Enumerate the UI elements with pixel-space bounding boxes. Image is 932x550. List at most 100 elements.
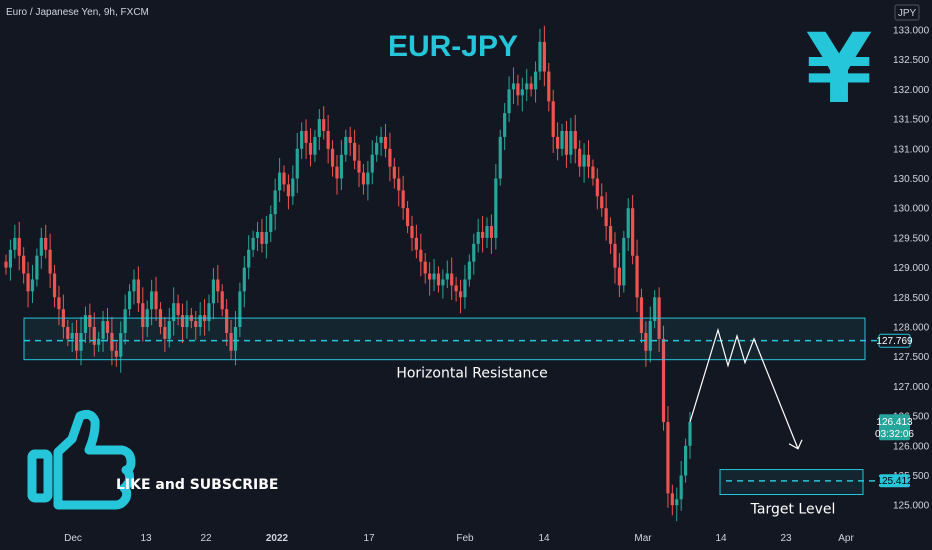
last-price: 126.413	[876, 417, 913, 428]
candle-body	[401, 190, 405, 209]
candle-body	[141, 303, 145, 327]
y-tick-label: 126.500	[893, 412, 930, 423]
candle	[35, 248, 39, 287]
candle-body	[635, 255, 639, 298]
candle	[52, 264, 57, 308]
candle	[326, 114, 330, 164]
candle-body	[220, 291, 224, 310]
x-tick-label: 14	[538, 533, 550, 544]
candle-body	[631, 208, 635, 256]
candle-body	[503, 113, 507, 137]
candle	[489, 214, 494, 254]
candle	[525, 68, 529, 101]
candle-body	[198, 315, 202, 327]
candle	[172, 287, 176, 336]
candle-body	[480, 231, 485, 238]
candle-body	[458, 291, 463, 298]
candle-body	[397, 178, 401, 191]
candle-body	[185, 315, 189, 327]
candle	[154, 276, 158, 321]
candle	[653, 290, 657, 329]
candle	[75, 319, 79, 360]
candle	[617, 253, 621, 298]
y-tick-label: 130.000	[893, 204, 930, 215]
candle	[498, 129, 502, 186]
candle	[494, 163, 498, 250]
yen-symbol-icon: ¥	[806, 13, 873, 125]
thumbs-up-icon	[27, 409, 136, 510]
candle	[582, 143, 586, 183]
candle	[180, 303, 185, 344]
candle	[330, 140, 335, 177]
candle	[17, 221, 21, 271]
currency-badge[interactable]: JPY	[894, 4, 920, 21]
candle	[608, 217, 613, 254]
candle	[83, 306, 88, 344]
candle-body	[110, 332, 114, 351]
candle	[92, 312, 96, 357]
candle-body	[516, 83, 520, 96]
candle-body	[238, 291, 242, 327]
candle	[688, 411, 692, 459]
candle	[432, 258, 436, 292]
candle-body	[167, 321, 171, 339]
candle	[383, 123, 388, 158]
candle	[207, 294, 211, 332]
candle-body	[560, 130, 564, 149]
time-axis[interactable]: Dec 13 22 2022 17 Feb 14 Mar 14 23 Apr	[64, 533, 854, 544]
candle-body	[639, 297, 644, 333]
price-axis[interactable]: 125.000 125.500 126.000 126.500 127.000 127.5…	[893, 26, 930, 512]
y-tick-label: 127.500	[893, 352, 930, 363]
y-tick-label: 128.000	[893, 323, 930, 334]
candle-body	[586, 154, 591, 167]
candle-body	[538, 41, 542, 72]
candle-body	[675, 499, 679, 506]
candle	[472, 233, 476, 275]
candle	[392, 158, 396, 189]
candle	[463, 264, 467, 309]
candle-body	[564, 130, 569, 155]
candle-body	[97, 338, 101, 345]
candle	[423, 253, 427, 284]
candle-body	[83, 315, 88, 333]
candle-body	[613, 243, 617, 268]
candle	[255, 221, 260, 251]
candle	[533, 61, 538, 103]
candle-body	[132, 279, 136, 292]
candle	[110, 316, 114, 366]
candle-body	[428, 273, 432, 280]
candle	[300, 122, 304, 159]
candle-body	[79, 332, 83, 351]
candle	[661, 325, 666, 431]
candle-body	[66, 327, 70, 339]
candle	[282, 165, 286, 192]
candle	[639, 288, 644, 344]
projection-arrowhead	[788, 439, 803, 450]
candle-body	[17, 237, 21, 256]
candle-body	[388, 148, 392, 167]
candle	[163, 316, 167, 352]
candle	[370, 140, 374, 185]
y-tick-label: 129.000	[893, 263, 930, 274]
candle-body	[467, 261, 471, 280]
candle-body	[119, 332, 123, 357]
candle	[476, 218, 480, 253]
bar-countdown: 03:32:06	[875, 429, 914, 440]
candle-body	[507, 89, 511, 114]
candle-body	[542, 41, 546, 72]
candle-body	[498, 136, 502, 179]
candle	[322, 106, 326, 140]
candle	[631, 195, 635, 265]
candle	[88, 303, 92, 344]
candle	[595, 168, 599, 210]
candle	[361, 163, 366, 195]
y-tick-label: 125.500	[893, 471, 930, 482]
y-tick-label: 133.000	[893, 26, 930, 37]
candle	[578, 140, 582, 177]
candle	[308, 128, 313, 167]
x-tick-label: 13	[140, 533, 152, 544]
projection-zigzag	[689, 327, 799, 449]
candle-body	[88, 315, 92, 327]
